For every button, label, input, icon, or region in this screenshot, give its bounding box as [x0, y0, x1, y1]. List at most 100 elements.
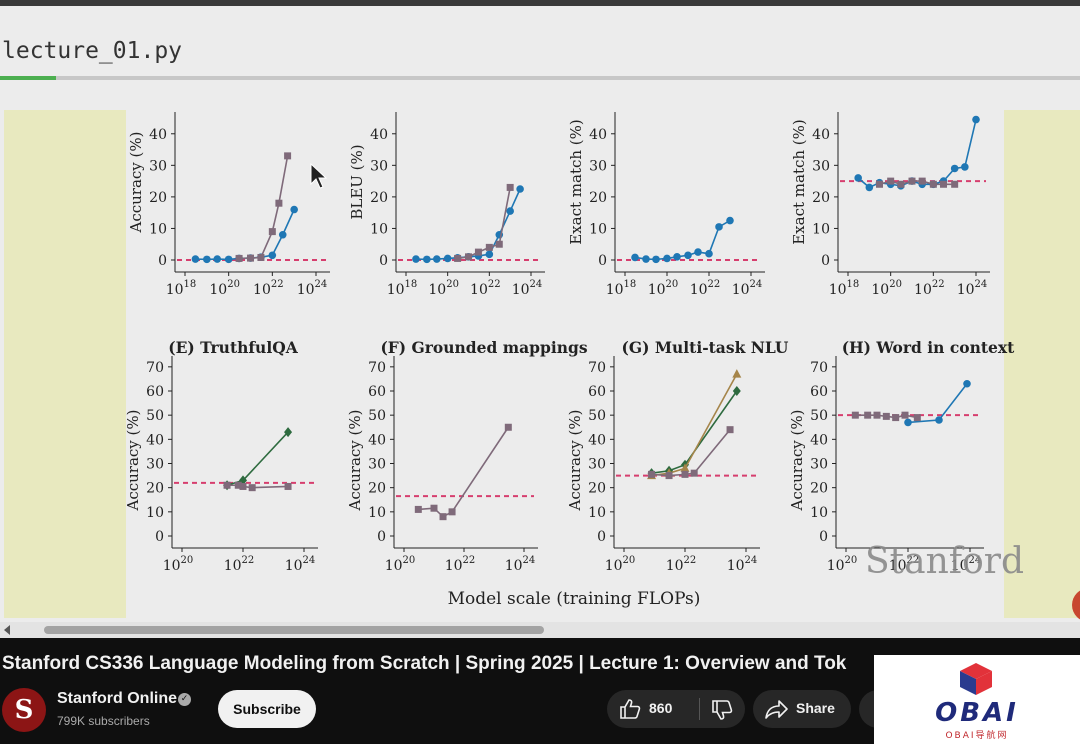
- data-point: [908, 177, 916, 185]
- data-point: [443, 254, 452, 263]
- y-tick-label: 10: [368, 505, 386, 521]
- y-tick-label: 60: [588, 384, 606, 400]
- x-tick-label: 1018: [166, 279, 197, 298]
- horizontal-scrollbar[interactable]: [0, 622, 1080, 638]
- x-tick-label: 1020: [871, 279, 902, 298]
- y-tick-label: 70: [368, 360, 386, 376]
- data-point: [223, 481, 231, 489]
- y-tick-label: 60: [146, 384, 164, 400]
- share-label: Share: [796, 700, 835, 716]
- data-point: [854, 174, 862, 182]
- x-tick-label: 1020: [163, 555, 194, 574]
- y-tick-label: 50: [146, 408, 164, 424]
- x-tick-label: 1020: [428, 279, 459, 298]
- y-tick-label: 70: [146, 360, 164, 376]
- share-button[interactable]: Share: [753, 690, 851, 728]
- y-tick-label: 30: [370, 158, 388, 174]
- slide-left-margin: [4, 110, 126, 618]
- data-point: [234, 481, 242, 489]
- data-point: [680, 463, 690, 472]
- dislike-button[interactable]: [700, 690, 745, 728]
- like-divider: [699, 698, 700, 720]
- shared-x-axis-label: Model scale (training FLOPs): [448, 589, 701, 609]
- data-point: [681, 470, 689, 478]
- data-point: [284, 427, 293, 438]
- data-point: [963, 379, 971, 388]
- y-tick-label: 10: [370, 221, 388, 237]
- y-tick-label: 30: [368, 457, 386, 473]
- channel-name[interactable]: Stanford Online: [57, 690, 177, 707]
- data-point: [684, 251, 692, 260]
- data-point: [715, 223, 723, 231]
- y-tick-label: 50: [810, 408, 828, 424]
- x-tick-label: 1022: [470, 279, 501, 298]
- subscribe-button[interactable]: Subscribe: [218, 690, 316, 728]
- data-point: [506, 183, 514, 191]
- record-indicator: [1072, 588, 1080, 622]
- like-button[interactable]: 860: [607, 690, 699, 728]
- data-point: [412, 255, 420, 263]
- video-title: Stanford CS336 Language Modeling from Sc…: [2, 653, 847, 674]
- channel-avatar[interactable]: S: [2, 688, 46, 732]
- data-point: [485, 250, 494, 259]
- data-point: [929, 180, 937, 188]
- data-point: [876, 180, 884, 188]
- scroll-left-arrow-icon[interactable]: [4, 625, 10, 635]
- data-point: [851, 411, 859, 419]
- data-point: [951, 180, 959, 188]
- subscriber-count: 799K subscribers: [57, 714, 150, 728]
- data-point: [950, 164, 959, 173]
- x-tick-label: 1024: [727, 555, 758, 574]
- series-line: [415, 188, 521, 261]
- data-point: [940, 180, 948, 188]
- data-point: [474, 248, 482, 256]
- data-point: [224, 255, 233, 264]
- data-point: [663, 254, 671, 263]
- series-line: [418, 426, 509, 518]
- y-tick-label: 40: [589, 127, 607, 143]
- x-tick-label: 1022: [914, 279, 945, 298]
- data-point: [268, 228, 276, 236]
- y-axis-label: Accuracy (%): [566, 409, 584, 511]
- series-line: [651, 373, 738, 477]
- y-tick-label: 50: [588, 408, 606, 424]
- data-point: [275, 199, 283, 207]
- data-point: [665, 472, 673, 480]
- x-tick-label: 1024: [957, 279, 988, 298]
- series-line: [457, 187, 511, 260]
- x-tick-label: 1020: [605, 555, 636, 574]
- data-point: [454, 254, 462, 262]
- scrollbar-thumb[interactable]: [44, 626, 544, 634]
- y-tick-label: 40: [149, 127, 167, 143]
- data-point: [430, 504, 438, 512]
- x-tick-label: 1022: [224, 555, 255, 574]
- series-line: [239, 155, 289, 260]
- slide-right-margin: [1004, 110, 1080, 618]
- x-tick-label: 1022: [445, 555, 476, 574]
- panel-title: (G) Multi-task NLU: [622, 338, 789, 357]
- data-point: [439, 513, 447, 521]
- x-tick-label: 1018: [829, 279, 860, 298]
- editor-tab-title[interactable]: lecture_01.py: [2, 38, 183, 64]
- verified-check-icon: ✓: [178, 693, 191, 706]
- x-tick-label: 1024: [285, 555, 316, 574]
- y-tick-label: 60: [810, 384, 828, 400]
- data-point: [414, 505, 422, 513]
- data-point: [864, 411, 872, 419]
- video-player-frame[interactable]: lecture_01.py 0 10 20 30 40 1018 1020 1022 1024 A…: [0, 0, 1080, 638]
- y-axis-label: Accuracy (%): [346, 409, 364, 511]
- y-tick-label: 0: [158, 253, 167, 269]
- y-tick-label: 20: [812, 190, 830, 206]
- x-tick-label: 1024: [732, 279, 763, 298]
- y-tick-label: 20: [368, 481, 386, 497]
- data-point: [516, 185, 524, 193]
- y-tick-label: 40: [810, 432, 828, 448]
- data-point: [191, 255, 200, 263]
- y-axis-label: Exact match (%): [567, 119, 585, 245]
- data-point: [961, 163, 969, 171]
- data-point: [465, 253, 472, 261]
